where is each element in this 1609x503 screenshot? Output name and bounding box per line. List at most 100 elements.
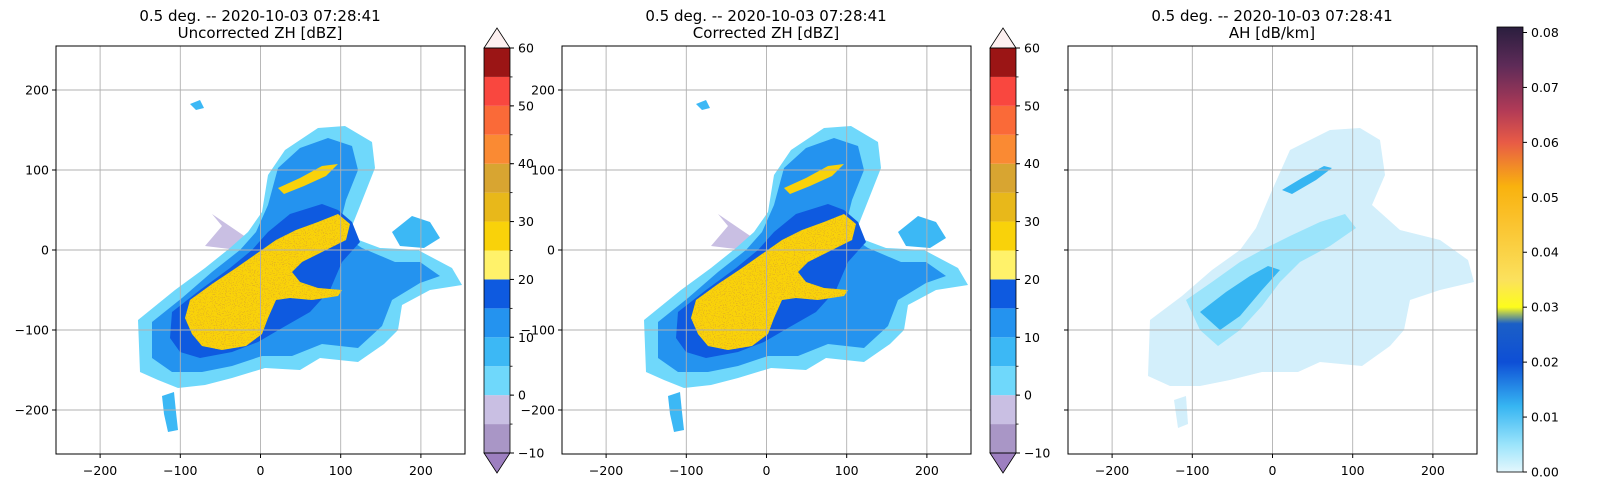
x-tick-label: −100 (1175, 463, 1209, 478)
grid (1068, 46, 1477, 454)
panel-subtitle: Corrected ZH [dBZ] (693, 24, 839, 42)
colorbar-bin (990, 163, 1016, 193)
radar-field (644, 100, 968, 432)
colorbar-bin (484, 395, 510, 425)
colorbar-tick-label: 0.08 (1531, 25, 1559, 40)
colorbar-bin (990, 366, 1016, 396)
y-tick-label: 0 (547, 243, 555, 258)
colorbar-tick-label: 30 (1024, 214, 1040, 229)
panel-title: 0.5 deg. -- 2020-10-03 07:28:41 (645, 7, 886, 25)
colorbar-bin (990, 76, 1016, 106)
attenuation-far-south (1174, 396, 1188, 428)
attenuation-low (1148, 128, 1474, 386)
radar-echo-far-north (696, 100, 710, 110)
colorbar-bin (990, 337, 1016, 367)
colorbar-bin (484, 279, 510, 309)
attenuation-high (1200, 266, 1280, 330)
radar-field (1148, 128, 1474, 428)
colorbar-outline (483, 47, 511, 454)
colorbar-outline (989, 47, 1017, 454)
colorbar-bin (990, 192, 1016, 222)
y-tick-label: −200 (15, 403, 49, 418)
colorbar-extend-bottom (989, 452, 1017, 474)
panel-subtitle: AH [dB/km] (1229, 24, 1315, 42)
radar-echo-heavy-texture (185, 214, 350, 350)
colorbar-bin (990, 279, 1016, 309)
radar-echo-far-south (668, 392, 684, 432)
colorbar-tick-label: 50 (1024, 98, 1040, 113)
x-tick-label: 0 (257, 463, 265, 478)
colorbar-bin (484, 192, 510, 222)
colorbar-tick-label: 60 (518, 41, 534, 56)
radar-echo-far-north (190, 100, 204, 110)
colorbar-tick-label: 0.03 (1531, 300, 1559, 315)
radar-echo-far-south (162, 392, 178, 432)
y-tick-label: 100 (25, 163, 49, 178)
colorbar-tick-label: 0 (518, 388, 526, 403)
grid (56, 46, 465, 454)
y-tick-label: 200 (25, 83, 49, 98)
colorbar: −10 0 10 20 30 40 50 60 (483, 27, 544, 474)
colorbar-tick-label: 60 (1024, 41, 1040, 56)
panel-title: 0.5 deg. -- 2020-10-03 07:28:41 (139, 7, 380, 25)
colorbar-tick-label: 0.05 (1531, 190, 1559, 205)
x-tick-label: 100 (1341, 463, 1365, 478)
colorbar-extend-bottom (483, 452, 511, 474)
colorbar-bin (990, 250, 1016, 280)
x-tick-label: −200 (83, 463, 117, 478)
x-tick-label: −200 (1095, 463, 1129, 478)
y-tick-label: 0 (41, 243, 49, 258)
colorbar-bin (484, 221, 510, 251)
x-tick-label: 0 (763, 463, 771, 478)
colorbar-tick-label: −10 (1024, 446, 1050, 461)
x-tick-label: 200 (409, 463, 433, 478)
colorbar-bin (990, 308, 1016, 338)
colorbar-bin (484, 366, 510, 396)
x-tick-label: −100 (669, 463, 703, 478)
x-tick-label: 100 (329, 463, 353, 478)
colorbar-tick-label: 40 (1024, 156, 1040, 171)
colorbar-tick-label: −10 (518, 446, 544, 461)
colorbar-bin (990, 395, 1016, 425)
axis-ticks: −200 −100 0 100 200 (1064, 89, 1445, 478)
y-tick-label: 200 (531, 83, 555, 98)
colorbar-bin (484, 48, 510, 77)
panel-title: 0.5 deg. -- 2020-10-03 07:28:41 (1151, 7, 1392, 25)
colorbar-bin (484, 76, 510, 106)
y-tick-label: 100 (531, 163, 555, 178)
colorbar-extend-top (483, 27, 511, 49)
radar-echo-far-northeast (898, 216, 946, 248)
x-tick-label: −100 (163, 463, 197, 478)
colorbar-bin (484, 134, 510, 164)
radar-field (138, 100, 462, 432)
axis-ticks: −200 −100 0 100 200 200 100 0 −100 −200 (15, 83, 433, 479)
colorbar-bin (484, 163, 510, 193)
x-tick-label: −200 (589, 463, 623, 478)
colorbar-tick-label: 10 (1024, 330, 1040, 345)
colorbar-tick-label: 0.00 (1531, 465, 1559, 480)
colorbar-tick-label: 0.02 (1531, 355, 1559, 370)
y-tick-label: −100 (15, 323, 49, 338)
colorbar-tick-label: 20 (518, 272, 534, 287)
colorbar-bin (484, 105, 510, 135)
colorbar-bin (484, 337, 510, 367)
colorbar-tick-label: 50 (518, 98, 534, 113)
colorbar-bin (484, 308, 510, 338)
colorbar-extend-top (989, 27, 1017, 49)
radar-echo-heavy-texture (691, 214, 856, 350)
panel-specific-attenuation: 0.5 deg. -- 2020-10-03 07:28:41 AH [dB/k… (1064, 7, 1559, 480)
colorbar-bin (484, 250, 510, 280)
colorbar-tick-label: 0.01 (1531, 410, 1559, 425)
colorbar-tick-label: 0.04 (1531, 245, 1559, 260)
colorbar-bin (990, 424, 1016, 453)
colorbar-bin (990, 105, 1016, 135)
y-tick-label: −100 (521, 323, 555, 338)
colorbar-tick-label: 10 (518, 330, 534, 345)
colorbar-tick-label: 20 (1024, 272, 1040, 287)
grid (562, 46, 971, 454)
colorbar-tick-label: 40 (518, 156, 534, 171)
colorbar: −10 0 10 20 30 40 50 60 (989, 27, 1050, 474)
colorbar: 0.00 0.01 0.02 0.03 0.04 0.05 0.06 0.07 0.08 (1496, 25, 1559, 480)
panel-uncorrected-zh: 0.5 deg. -- 2020-10-03 07:28:41 Uncorrec… (15, 7, 545, 478)
